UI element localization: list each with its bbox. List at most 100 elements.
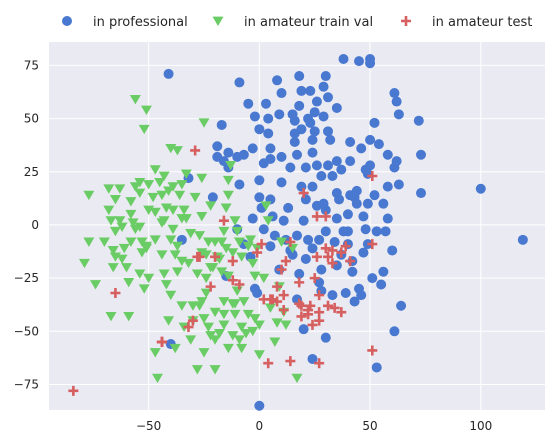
data-point [114,216,126,226]
data-point [382,181,393,192]
data-point [158,269,170,279]
data-point [311,96,322,107]
data-point [345,256,356,267]
data-point [314,277,325,288]
x-tick-label: 50 [362,419,377,433]
legend-marker [401,16,411,26]
data-point [311,251,322,262]
data-point [194,231,206,241]
data-point [294,100,305,111]
data-point [271,318,283,328]
data-point [314,315,325,326]
data-point [134,222,146,233]
data-point [121,263,132,273]
data-point [200,250,212,260]
data-point [149,165,161,175]
data-point [200,273,212,284]
data-point [185,229,197,239]
x-tick-label: 100 [469,419,492,433]
data-point [229,216,241,226]
data-point [247,326,259,337]
data-point [187,315,198,326]
data-point [125,237,137,247]
data-point [249,111,260,122]
data-point [134,177,146,188]
data-point [365,134,376,145]
data-point [196,173,208,184]
data-point [331,156,342,167]
data-point [174,190,186,201]
data-point [171,241,183,252]
data-point [231,226,243,237]
data-point [183,322,194,333]
data-point [296,85,307,96]
data-point [103,205,115,215]
data-point [127,218,139,228]
data-point [327,245,338,256]
data-point [382,149,393,160]
data-point [236,322,248,332]
data-point [227,248,239,258]
data-point [169,343,181,354]
data-point [323,251,333,262]
data-point [276,151,287,162]
data-point [396,300,407,311]
data-point [227,256,238,267]
data-point [311,211,322,222]
data-point [238,297,250,307]
data-point [83,190,95,201]
data-point [134,188,146,198]
data-point [265,153,276,164]
data-point [256,239,267,250]
data-point [243,98,254,109]
data-point [205,281,216,292]
data-point [314,290,325,301]
data-point [68,385,79,396]
data-point [300,162,311,173]
data-point [78,258,90,269]
data-point [371,226,382,237]
data-point [329,236,340,247]
data-point [329,302,340,313]
data-point [318,81,329,92]
data-point [169,250,181,260]
data-point [194,251,205,262]
data-point [191,269,203,279]
data-point [225,160,237,171]
data-point [298,324,309,335]
data-point [327,290,338,301]
data-point [280,256,291,267]
data-point [416,149,426,160]
data-point [358,211,369,222]
data-point [475,183,486,194]
data-point [125,197,137,207]
data-point [261,98,271,109]
data-point [249,314,261,324]
data-point [116,222,128,233]
legend-item: in amateur train val [212,15,373,30]
data-point [278,305,289,316]
data-point [258,273,270,284]
data-point [331,102,342,113]
legend-item: in amateur test [401,15,532,30]
data-point [272,75,283,86]
data-point [123,277,135,288]
data-point [264,303,276,313]
tick-labels: −50 0 50 100 −75 −50 −25 0 25 50 75 [14,58,493,433]
data-point [149,348,161,358]
data-point [278,290,289,301]
data-point [362,198,373,209]
data-point [305,85,316,96]
data-point [287,249,298,260]
data-point [336,307,347,318]
data-point [307,243,318,254]
data-point [371,362,382,373]
data-point [376,279,387,290]
data-point [316,264,327,275]
data-point [198,348,210,358]
data-point [300,253,311,264]
data-point [118,243,130,254]
data-point [380,226,391,237]
data-point [269,337,281,347]
legend-label: in amateur train val [244,15,373,30]
